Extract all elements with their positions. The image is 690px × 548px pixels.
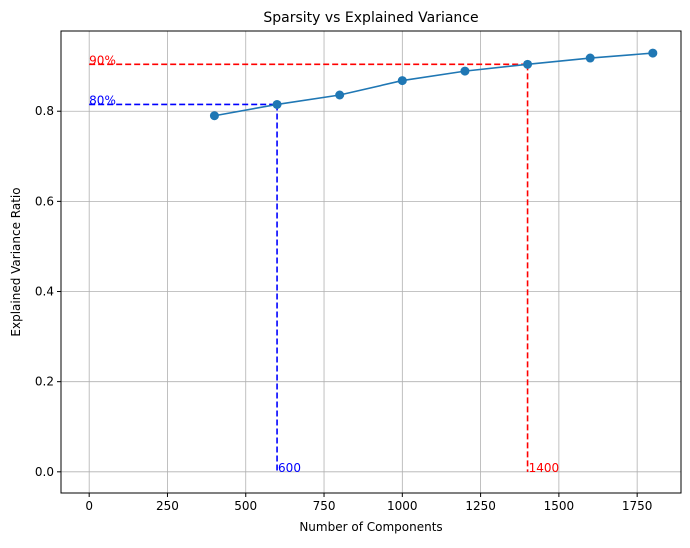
x-tick-label: 1250	[465, 499, 496, 513]
y-tick-label: 0.2	[35, 375, 54, 389]
y-tick-label: 0.8	[35, 104, 54, 118]
x-tick-label: 500	[234, 499, 257, 513]
annotation-y-label: 90%	[89, 53, 116, 67]
y-tick-label: 0.6	[35, 194, 54, 208]
data-point	[648, 48, 658, 58]
annotation-y-label: 80%	[89, 93, 116, 107]
data-point	[272, 99, 282, 109]
data-point	[397, 76, 407, 86]
y-tick-label: 0.0	[35, 465, 54, 479]
series-line	[214, 52, 653, 117]
x-tick-label: 1750	[622, 499, 653, 513]
x-tick-label: 750	[313, 499, 336, 513]
chart-title: Sparsity vs Explained Variance	[263, 10, 478, 26]
axes-frame	[60, 30, 682, 494]
y-tick-label: 0.4	[35, 285, 54, 299]
data-point	[523, 59, 533, 69]
plot-background	[61, 31, 681, 493]
data-point	[335, 90, 345, 100]
data-point	[585, 53, 595, 63]
x-tick-label: 1500	[544, 499, 575, 513]
x-tick-label: 1000	[387, 499, 418, 513]
x-tick-label: 250	[156, 499, 179, 513]
x-axis-label: Number of Components	[299, 520, 442, 534]
data-point	[460, 66, 470, 76]
annotation-x-label: 600	[278, 461, 301, 475]
plot-area: 80% 600 90% 1400 0 250 500 750 1000 1250 1500 1750 0…	[35, 30, 682, 513]
y-axis-label: Explained Variance Ratio	[9, 187, 23, 336]
x-tick-label: 0	[85, 499, 93, 513]
data-point	[209, 111, 219, 121]
annotation-x-label: 1400	[529, 461, 560, 475]
